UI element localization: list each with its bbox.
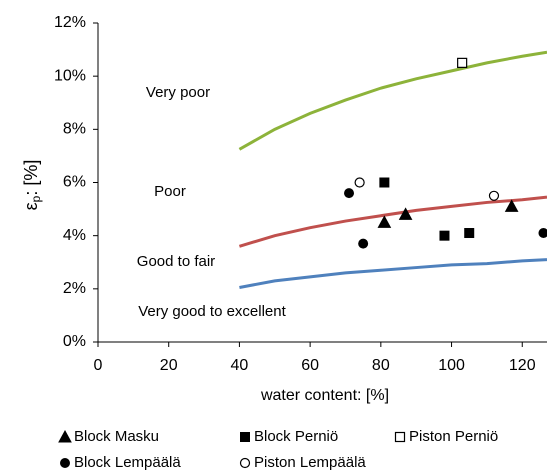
data-point bbox=[358, 238, 369, 249]
data-point bbox=[439, 230, 450, 241]
curve bbox=[238, 50, 547, 151]
data-point bbox=[398, 207, 413, 220]
data-point bbox=[464, 228, 475, 239]
legend-marker bbox=[60, 458, 70, 468]
y-label-rest: : [%] bbox=[21, 160, 41, 196]
x-tick-label: 120 bbox=[509, 357, 536, 374]
y-tick-label: 10% bbox=[54, 67, 86, 84]
zone-label: Good to fair bbox=[137, 253, 215, 270]
x-tick-label: 20 bbox=[160, 357, 178, 374]
data-point bbox=[457, 57, 468, 68]
data-point bbox=[538, 228, 547, 239]
zone-label: Poor bbox=[154, 183, 186, 200]
x-tick-label: 40 bbox=[231, 357, 249, 374]
x-tick-label: 80 bbox=[372, 357, 390, 374]
data-point bbox=[379, 177, 390, 188]
legend-marker bbox=[58, 429, 72, 443]
legend-label: Piston Perniö bbox=[409, 428, 498, 445]
y-tick-label: 6% bbox=[63, 174, 86, 191]
legend-label: Block Masku bbox=[74, 428, 159, 445]
legend-marker bbox=[239, 457, 251, 469]
legend-marker bbox=[240, 432, 250, 442]
x-axis-label: water content: [%] bbox=[260, 387, 389, 404]
data-point bbox=[354, 177, 365, 188]
data-point bbox=[344, 188, 355, 199]
data-point bbox=[504, 199, 519, 212]
legend-label: Block Lempäälä bbox=[74, 454, 181, 471]
x-tick-label: 0 bbox=[94, 357, 103, 374]
curve bbox=[239, 258, 547, 289]
zone-label: Very poor bbox=[146, 84, 210, 101]
y-tick-label: 0% bbox=[63, 333, 86, 350]
legend-label: Block Perniö bbox=[254, 428, 338, 445]
x-tick-label: 60 bbox=[301, 357, 319, 374]
y-tick-label: 2% bbox=[63, 280, 86, 297]
y-tick-label: 8% bbox=[63, 121, 86, 138]
data-point bbox=[377, 215, 392, 228]
data-point bbox=[488, 190, 500, 201]
legend-marker bbox=[394, 431, 406, 443]
y-axis-label: εp: [%] bbox=[21, 160, 43, 211]
y-tick-label: 12% bbox=[54, 14, 86, 31]
y-label-symbol: ε bbox=[21, 202, 41, 210]
zone-label: Very good to excellent bbox=[138, 303, 286, 320]
curve bbox=[238, 195, 547, 248]
x-tick-label: 100 bbox=[438, 357, 465, 374]
y-label-subscript: p bbox=[29, 195, 43, 202]
legend-label: Piston Lempäälä bbox=[254, 454, 366, 471]
y-tick-label: 4% bbox=[63, 227, 86, 244]
